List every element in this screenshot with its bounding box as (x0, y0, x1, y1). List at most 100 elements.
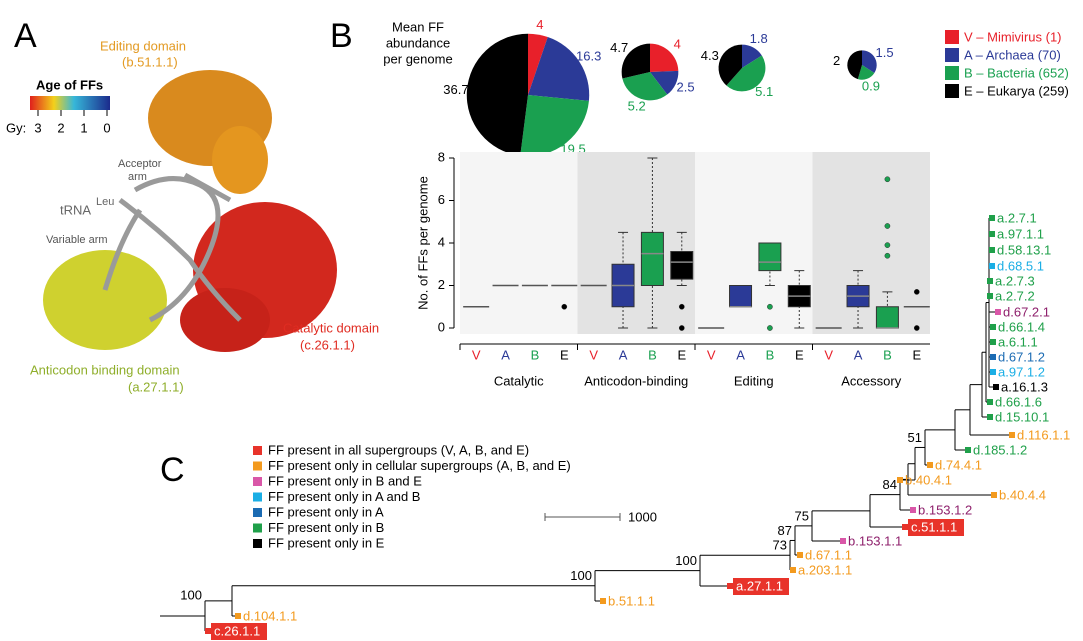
tip-marker (987, 414, 993, 420)
outlier (913, 325, 920, 331)
domain-label: Catalytic domain (283, 320, 379, 335)
outlier (767, 303, 773, 310)
tip-marker (989, 215, 995, 221)
tip-marker (991, 492, 997, 498)
tip-marker (600, 598, 606, 604)
tip-label: d.74.4.1 (935, 457, 982, 472)
legend-swatch (253, 477, 262, 486)
group-label: Anticodon-binding (584, 373, 688, 388)
x-tick-label: E (560, 347, 569, 362)
bootstrap-label: 84 (883, 477, 897, 492)
tip-marker (840, 538, 846, 544)
y-axis-label: No. of FFs per genome (415, 176, 430, 310)
tip-marker (990, 354, 996, 360)
tip-highlight (211, 623, 267, 640)
tip-label: a.2.7.3 (995, 273, 1035, 288)
outlier (884, 242, 891, 248)
tip-marker (987, 278, 993, 284)
legend-label: FF present only in E (268, 535, 385, 550)
tip-marker (990, 339, 996, 345)
pie-title: per genome (383, 51, 452, 66)
box (670, 251, 694, 280)
tip-label: b.51.1.1 (608, 593, 655, 608)
tip-label: d.116.1.1 (1017, 427, 1070, 442)
bootstrap-label: 100 (675, 553, 697, 568)
group-background (460, 152, 578, 334)
tip-marker (902, 524, 908, 530)
box (758, 242, 782, 272)
tip-marker (987, 293, 993, 299)
x-tick-label: A (736, 347, 745, 362)
domain-id: (b.51.1.1) (122, 54, 178, 69)
legend-label: B – Bacteria (652) (964, 65, 1069, 80)
tip-label: c.26.1.1 (214, 623, 260, 638)
editing-domain-shape (212, 126, 268, 194)
legend-swatch (253, 446, 262, 455)
tip-label: d.104.1.1 (243, 608, 297, 623)
pie-value-label: 4 (674, 37, 681, 52)
y-tick-label: 8 (438, 149, 445, 164)
tip-label: d.67.1.2 (998, 349, 1045, 364)
pie-slice (650, 43, 679, 72)
bootstrap-label: 75 (795, 508, 809, 523)
box (875, 306, 899, 329)
tip-marker (797, 552, 803, 558)
tip-marker (205, 628, 211, 634)
legend-label: FF present only in A (268, 504, 384, 519)
x-tick-label: B (648, 347, 657, 362)
tip-marker (989, 247, 995, 253)
tip-label: d.58.13.1 (997, 242, 1051, 257)
tip-label: d.67.2.1 (1003, 304, 1050, 319)
tip-marker (965, 447, 971, 453)
tip-label: d.185.1.2 (973, 442, 1027, 457)
domain-label: Anticodon binding domain (30, 362, 180, 377)
legend-swatch (253, 508, 262, 517)
pie-value-label: 36.7 (443, 82, 468, 97)
tip-label: b.153.1.2 (918, 502, 972, 517)
group-label: Accessory (841, 373, 901, 388)
pie-value-label: 5.1 (755, 84, 773, 99)
scale-tick-label: 2 (57, 120, 64, 135)
tip-highlight (733, 578, 789, 595)
tip-marker (990, 369, 996, 375)
tip-marker (989, 231, 995, 237)
scale-tick-label: 3 (34, 120, 41, 135)
trna-label: Acceptor (118, 158, 162, 170)
y-tick-label: 4 (438, 234, 445, 249)
bootstrap-label: 87 (778, 523, 792, 538)
x-tick-label: V (824, 347, 833, 362)
outlier (913, 289, 920, 295)
tip-label: a.6.1.1 (998, 334, 1038, 349)
y-tick-label: 2 (438, 277, 445, 292)
pie-slice (622, 72, 668, 101)
tip-label: d.67.1.1 (805, 547, 852, 562)
pie-slice (718, 44, 742, 86)
tip-marker (927, 462, 933, 468)
outlier (561, 303, 568, 310)
pie-value-label: 4 (536, 17, 543, 32)
pie-slice (847, 50, 862, 80)
pie-slice (857, 65, 875, 80)
tip-label: b.153.1.1 (848, 533, 902, 548)
tip-label: b.40.4.4 (999, 487, 1046, 502)
legend-swatch (945, 48, 959, 62)
legend-swatch (253, 461, 262, 471)
box (729, 285, 753, 308)
legend-label: FF present only in B (268, 520, 384, 535)
x-tick-label: A (501, 347, 510, 362)
pie-slice (528, 37, 590, 101)
pie-slice (726, 55, 766, 92)
x-tick-label: B (766, 347, 775, 362)
scale-bar-label: 1000 (628, 509, 657, 524)
tip-label: a.27.1.1 (736, 578, 783, 593)
legend-swatch (945, 30, 959, 44)
group-background (577, 152, 695, 334)
domain-label: Editing domain (100, 38, 186, 53)
x-tick-label: V (707, 347, 716, 362)
tip-marker (989, 263, 995, 269)
tip-label: a.2.7.2 (995, 288, 1035, 303)
scale-unit: Gy: (6, 120, 26, 135)
group-label: Catalytic (494, 373, 544, 388)
legend-label: FF present only in A and B (268, 489, 420, 504)
tip-marker (995, 309, 1001, 315)
